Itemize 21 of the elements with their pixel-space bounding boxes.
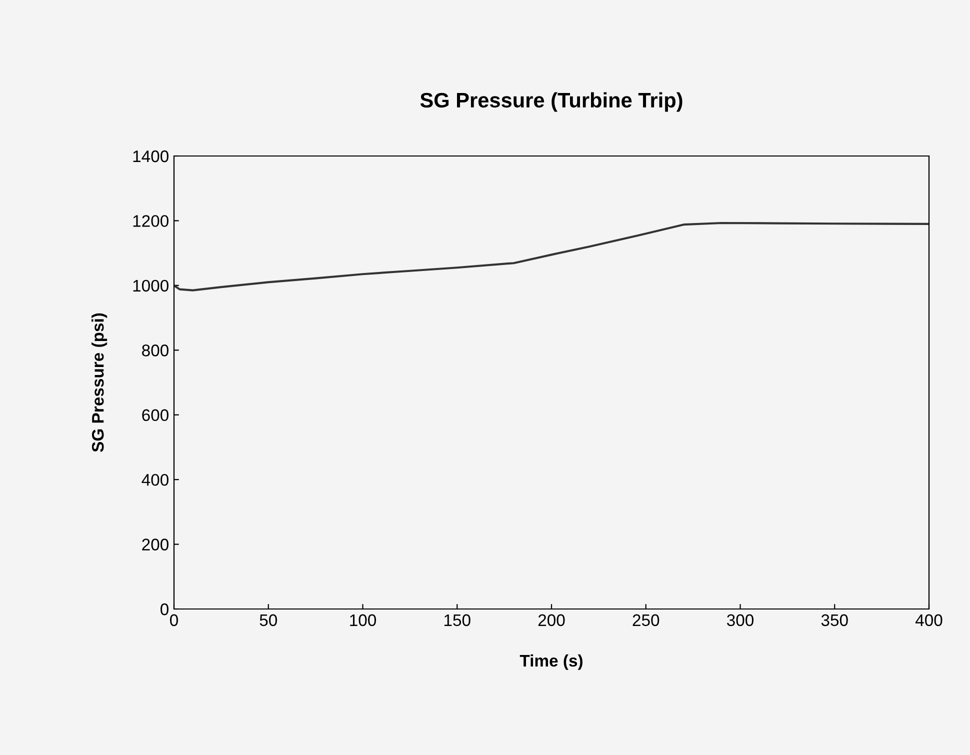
- y-axis-title: SG Pressure (psi): [92, 313, 108, 452]
- line-series: [174, 222, 929, 292]
- x-tick-label: 400: [915, 614, 942, 626]
- y-tick-label: 800: [142, 344, 168, 356]
- y-tick-label: 1400: [133, 150, 168, 162]
- x-tick-label: 300: [726, 614, 754, 626]
- x-tick-label: 100: [350, 614, 376, 626]
- y-tick-label: 1000: [133, 280, 168, 292]
- x-tick-label: 0: [170, 614, 178, 626]
- x-tick-label: 250: [632, 614, 660, 626]
- x-tick-label: 150: [444, 614, 470, 626]
- y-tick-label: 400: [142, 474, 168, 486]
- y-tick-label: 0: [160, 603, 168, 616]
- x-tick-label: 350: [821, 614, 848, 626]
- y-tick-label: 200: [142, 538, 168, 550]
- chart-title: SG Pressure (Turbine Trip): [420, 92, 682, 112]
- x-axis-title: Time (s): [520, 654, 582, 670]
- y-tick-label: 1200: [133, 215, 168, 227]
- y-tick-label: 600: [142, 409, 168, 422]
- x-tick-label: 50: [260, 614, 277, 626]
- x-tick-label: 200: [538, 614, 565, 626]
